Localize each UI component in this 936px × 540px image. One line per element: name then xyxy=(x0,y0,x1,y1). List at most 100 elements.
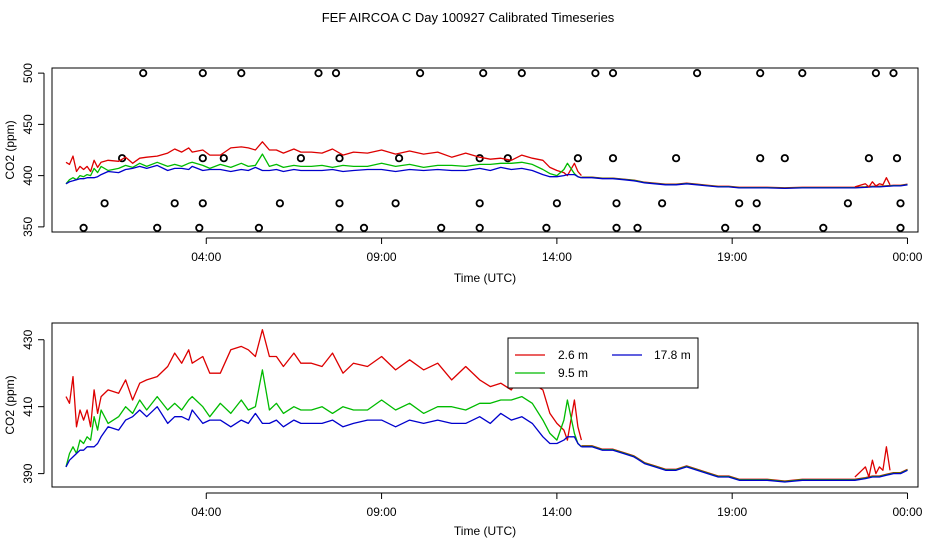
diag-point xyxy=(437,223,446,232)
series-line-tail-2-6m xyxy=(581,445,908,482)
x-axis-label-top: Time (UTC) xyxy=(454,271,516,285)
x-tick-label: 14:00 xyxy=(542,505,572,519)
diag-point xyxy=(335,199,344,208)
diag-point xyxy=(612,223,621,232)
diag-point xyxy=(671,154,681,163)
series-line-end-spikes xyxy=(854,446,891,478)
diag-point xyxy=(170,199,179,208)
diag-point xyxy=(721,223,730,232)
diag-point xyxy=(608,69,618,78)
diag-point xyxy=(475,199,484,208)
diag-point xyxy=(780,154,789,163)
diag-point xyxy=(657,199,667,208)
series-line-17-8m xyxy=(65,164,582,185)
diag-point xyxy=(871,69,881,78)
diag-point xyxy=(573,154,583,163)
diag-point xyxy=(394,154,404,163)
axes-bottom: 04:00 09:00 14:00 19:00 00:00 390 410 430 xyxy=(21,329,923,519)
y-tick-label: 500 xyxy=(21,63,35,83)
x-tick-label: 19:00 xyxy=(717,250,747,264)
y-axis-label-bottom: CO2 (ppm) xyxy=(3,375,17,434)
series-line-17-8m xyxy=(65,406,582,468)
y-tick-label: 390 xyxy=(21,463,35,483)
diag-point xyxy=(798,69,807,78)
diag-point xyxy=(517,69,526,78)
diag-point xyxy=(479,69,488,78)
legend-label-9-5m: 9.5 m xyxy=(558,366,588,380)
diag-points-group xyxy=(79,69,905,232)
x-tick-label: 09:00 xyxy=(367,505,397,519)
diag-point xyxy=(331,69,341,78)
series-lines-bottom xyxy=(65,329,908,483)
diag-point xyxy=(633,223,642,232)
y-axis-label-top: CO2 (ppm) xyxy=(3,120,17,179)
series-line-tail-9-5m xyxy=(581,445,908,483)
x-axis-label-bottom: Time (UTC) xyxy=(454,524,516,538)
diag-point xyxy=(118,154,127,163)
diag-point xyxy=(153,223,162,232)
diag-point xyxy=(864,154,874,163)
legend-label-17-8m: 17.8 m xyxy=(654,348,691,362)
series-line-9-5m xyxy=(65,153,582,185)
axes-top: 04:00 09:00 14:00 19:00 00:00 350 400 450 500 xyxy=(21,63,923,264)
series-line-end-spikes xyxy=(854,177,891,188)
diag-point xyxy=(314,69,323,78)
panel-bottom-frame xyxy=(51,322,919,488)
y-tick-label: 450 xyxy=(21,114,35,134)
diag-point xyxy=(198,199,207,208)
diag-point xyxy=(752,199,761,208)
diag-point xyxy=(608,154,618,163)
diag-point xyxy=(335,223,344,232)
diag-point xyxy=(198,154,207,163)
y-tick-label: 350 xyxy=(21,217,35,237)
panel-top-frame xyxy=(51,67,919,233)
diag-point xyxy=(219,154,228,163)
diag-point xyxy=(100,199,109,208)
x-tick-label: 19:00 xyxy=(717,505,747,519)
diag-point xyxy=(843,199,853,208)
diag-point xyxy=(503,154,512,163)
diag-point xyxy=(198,69,207,78)
x-tick-label: 00:00 xyxy=(892,250,922,264)
diag-point xyxy=(756,69,765,78)
diag-point xyxy=(892,154,902,163)
panel-bottom: 04:00 09:00 14:00 19:00 00:00 390 410 430 Time … xyxy=(3,322,923,538)
diag-point xyxy=(391,199,400,208)
series-line-tail-17-8m xyxy=(581,177,908,190)
series-line-2-6m xyxy=(65,141,582,177)
x-tick-label: 04:00 xyxy=(191,250,221,264)
panel-top: 04:00 09:00 14:00 19:00 00:00 350 400 450 500 Ti… xyxy=(3,63,923,285)
diag-point xyxy=(275,199,284,208)
diag-point xyxy=(195,223,204,232)
y-tick-label: 400 xyxy=(21,165,35,185)
diag-point xyxy=(756,154,765,163)
x-tick-label: 00:00 xyxy=(892,505,922,519)
diag-point xyxy=(896,199,905,208)
x-tick-label: 14:00 xyxy=(542,250,572,264)
x-tick-label: 04:00 xyxy=(191,505,221,519)
diag-point xyxy=(735,199,744,208)
series-lines-top xyxy=(65,141,908,190)
x-tick-label: 09:00 xyxy=(367,250,397,264)
series-line-9-5m xyxy=(65,369,582,468)
diag-point xyxy=(819,223,828,232)
diag-point xyxy=(335,154,344,163)
legend-box xyxy=(507,337,699,389)
diag-point xyxy=(359,223,369,232)
diag-point xyxy=(612,199,621,208)
y-tick-label: 430 xyxy=(21,329,35,349)
diag-point xyxy=(542,223,551,232)
diag-point xyxy=(752,223,761,232)
diag-point xyxy=(889,69,898,78)
series-line-tail-17-8m xyxy=(581,446,908,483)
chart-title: FEF AIRCOA C Day 100927 Calibrated Times… xyxy=(322,10,615,25)
diag-point xyxy=(692,69,702,78)
diag-point xyxy=(475,223,484,232)
diag-point xyxy=(591,69,600,78)
legend-label-2-6m: 2.6 m xyxy=(558,348,588,362)
diag-point xyxy=(237,69,246,78)
diag-point xyxy=(296,154,305,163)
diag-point xyxy=(552,199,562,208)
diag-point xyxy=(415,69,425,78)
